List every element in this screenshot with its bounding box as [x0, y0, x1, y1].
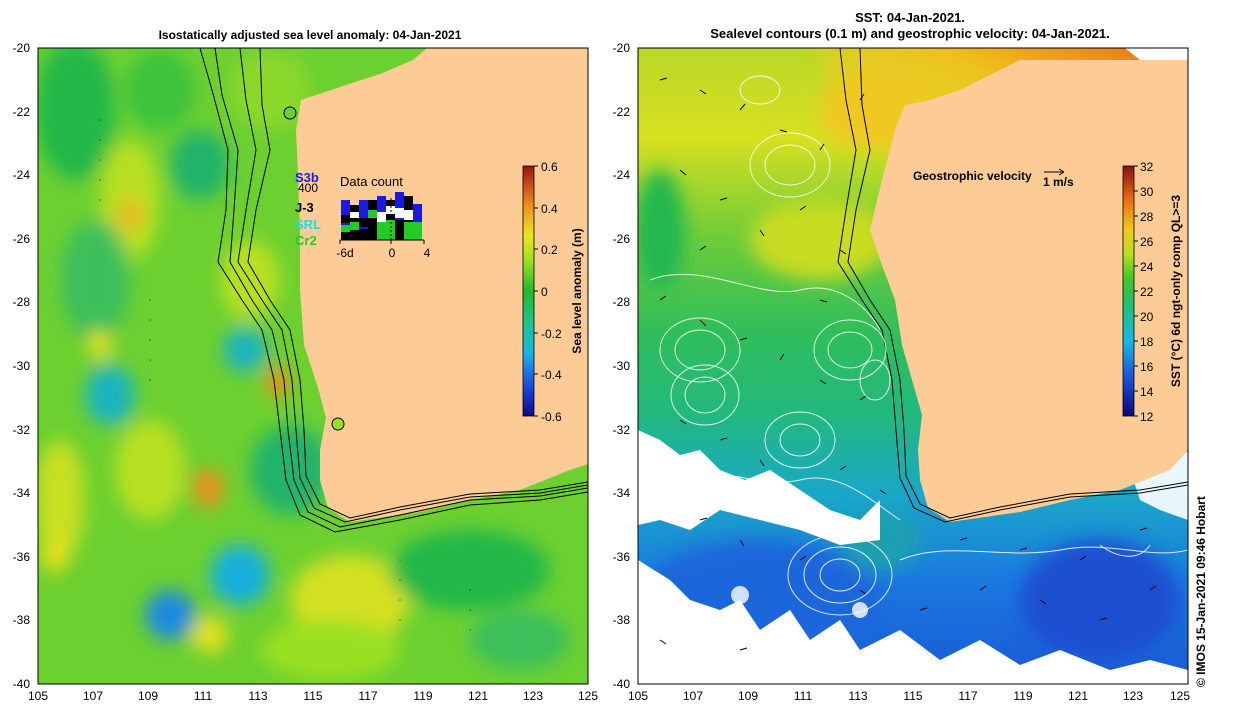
mission-label-s3b: S3b [295, 170, 319, 185]
colorbar-tick: 22 [1140, 285, 1154, 299]
y-tick: -22 [613, 105, 631, 119]
colorbar-tick: 12 [1140, 410, 1154, 424]
x-tick: 117 [358, 689, 377, 703]
x-tick: 121 [1068, 689, 1088, 703]
sea-level-anomaly-map [38, 48, 588, 684]
inset-x-label: 0 [389, 246, 396, 260]
sst-colorbar: 32 30 28 26 24 22 20 18 16 14 12 SST (°C… [1122, 160, 1183, 424]
colorbar-tick: -0.6 [541, 410, 562, 424]
x-tick: 125 [578, 689, 598, 703]
x-tick: 119 [413, 689, 432, 703]
left-y-axis: -20 -22 -24 -26 -28 -30 -32 -34 -36 -38 … [13, 41, 31, 691]
x-tick: 105 [628, 689, 648, 703]
velocity-legend: Geostrophic velocity 1 m/s [913, 168, 1074, 189]
colorbar-tick: 24 [1140, 260, 1154, 274]
y-tick: -38 [613, 613, 631, 627]
x-tick: 123 [1123, 689, 1143, 703]
colorbar-tick: 32 [1140, 160, 1154, 174]
x-tick: 113 [248, 689, 267, 703]
y-tick: -26 [13, 232, 31, 246]
x-tick: 117 [958, 689, 977, 703]
y-tick: -36 [613, 550, 631, 564]
velocity-legend-scale: 1 m/s [1043, 175, 1074, 189]
x-tick: 107 [683, 689, 703, 703]
x-tick: 121 [468, 689, 488, 703]
left-panel-title: Isostatically adjusted sea level anomaly… [159, 28, 462, 42]
left-map-frame [37, 47, 589, 685]
colorbar-tick: 0.2 [541, 243, 558, 257]
inset-title: Data count [340, 174, 403, 189]
y-tick: -20 [13, 41, 31, 55]
x-tick: 125 [1170, 689, 1190, 703]
y-tick: -26 [613, 232, 631, 246]
mission-label-srl: SRL [295, 217, 321, 232]
y-tick: -30 [13, 359, 31, 373]
velocity-legend-label: Geostrophic velocity [913, 169, 1032, 183]
x-tick: 119 [1013, 689, 1032, 703]
inset-x-label: -6d [336, 246, 353, 260]
y-tick: -28 [13, 295, 31, 309]
colorbar-tick: 16 [1140, 360, 1154, 374]
y-tick: -24 [13, 168, 31, 182]
left-x-axis: 105 107 109 111 113 115 117 119 121 123 … [28, 689, 598, 703]
x-tick: 113 [848, 689, 867, 703]
colorbar-label: SST (°C) 6d ngt-only comp QL>=3 [1169, 195, 1183, 387]
x-tick: 111 [194, 689, 213, 703]
colorbar-tick: 14 [1140, 385, 1154, 399]
y-tick: -34 [13, 486, 31, 500]
y-tick: -28 [613, 295, 631, 309]
colorbar-tick: 0.4 [541, 202, 558, 216]
right-panel-title-line1: SST: 04-Jan-2021. [855, 10, 965, 25]
y-tick: -36 [13, 550, 31, 564]
colorbar-tick: 18 [1140, 335, 1154, 349]
colorbar-tick: -0.2 [541, 327, 562, 341]
y-tick: -32 [613, 423, 631, 437]
colorbar-tick: 0 [541, 285, 548, 299]
colorbar-tick: 0.6 [541, 160, 558, 174]
sla-colorbar: 0.6 0.4 0.2 0 -0.2 -0.4 -0.6 Sea level a… [522, 160, 584, 424]
right-y-axis: -20 -22 -24 -26 -28 -30 -32 -34 -36 -38 … [613, 41, 631, 691]
colorbar-tick: -0.4 [541, 368, 562, 382]
y-tick: -40 [613, 677, 631, 691]
colorbar-tick: 20 [1140, 310, 1154, 324]
right-panel-title-line2: Sealevel contours (0.1 m) and geostrophi… [710, 26, 1110, 41]
x-tick: 115 [303, 689, 322, 703]
y-tick: -40 [13, 677, 31, 691]
inset-x-label: 4 [424, 246, 431, 260]
inset-bars [339, 192, 425, 244]
x-tick: 123 [523, 689, 543, 703]
x-tick: 109 [138, 689, 158, 703]
colorbar-label: Sea level anomaly (m) [570, 228, 584, 353]
credit-text: © IMOS 15-Jan-2021 09:46 Hobart [1194, 496, 1208, 687]
colorbar-tick: 30 [1140, 185, 1154, 199]
y-tick: -32 [13, 423, 31, 437]
mission-label-j3: J-3 [295, 200, 314, 215]
x-tick: 111 [794, 689, 813, 703]
y-tick: -30 [613, 359, 631, 373]
y-tick: -20 [613, 41, 631, 55]
x-tick: 105 [28, 689, 48, 703]
y-tick: -24 [613, 168, 631, 182]
sst-map [638, 48, 1188, 684]
x-tick: 115 [903, 689, 922, 703]
y-tick: -38 [13, 613, 31, 627]
x-tick: 109 [738, 689, 758, 703]
mission-label-cr2: Cr2 [295, 233, 317, 248]
right-x-axis: 105 107 109 111 113 115 117 119 121 123 … [628, 689, 1190, 703]
x-tick: 107 [83, 689, 103, 703]
count-label: 400 [298, 181, 318, 195]
data-count-inset: S3b 400 J-3 SRL Cr2 Data count -6d 0 4 [295, 170, 431, 260]
y-tick: -34 [613, 486, 631, 500]
colorbar-tick: 26 [1140, 235, 1154, 249]
right-map-frame [637, 47, 1189, 685]
colorbar-tick: 28 [1140, 210, 1154, 224]
y-tick: -22 [13, 105, 31, 119]
